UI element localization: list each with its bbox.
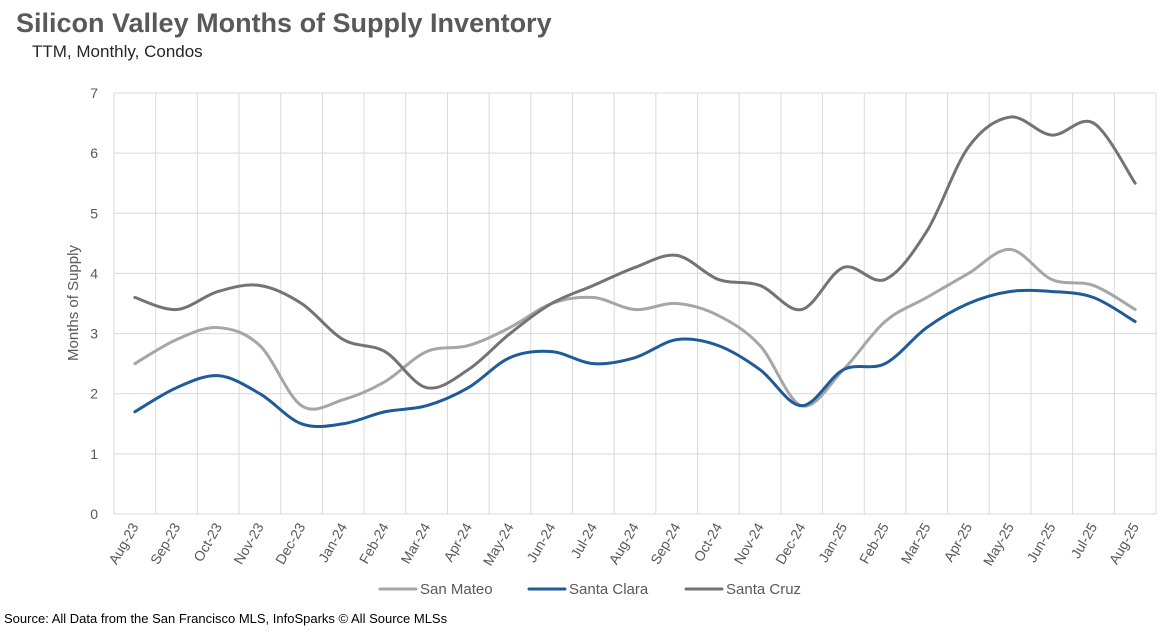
x-tick-label: Aug-23 [105,520,142,567]
x-tick-label: Jan-24 [315,520,350,565]
y-axis-ticks: 0 1 2 3 4 5 6 7 [90,85,98,522]
x-tick-label: Oct-23 [190,520,225,565]
y-tick-label: 1 [90,446,98,462]
x-tick-label: Oct-24 [690,520,725,565]
x-tick-label: Jun-25 [1023,520,1058,565]
series-line-santa-clara [133,288,1137,429]
x-tick-label: May-25 [980,520,1017,569]
y-tick-label: 7 [90,85,98,101]
x-tick-label: Sep-24 [647,520,684,567]
series-line-santa-cruz [133,115,1137,390]
x-tick-label: Jan-25 [815,520,850,565]
chart-title: Silicon Valley Months of Supply Inventor… [16,8,552,38]
y-tick-label: 5 [90,205,98,221]
x-tick-label: Jun-24 [523,520,558,565]
x-tick-label: Aug-24 [605,520,642,567]
x-tick-label: Dec-23 [272,520,309,567]
x-tick-label: Jul-25 [1067,520,1100,561]
x-tick-label: Aug-25 [1106,520,1143,567]
x-axis-ticks: Aug-23 Sep-23 Oct-23 Nov-23 Dec-23 Jan-24 Feb-… [105,520,1142,569]
x-tick-label: Mar-24 [397,520,433,567]
y-tick-label: 2 [90,386,98,402]
gridlines [113,92,1157,515]
legend-label-santa-clara: Santa Clara [569,581,649,598]
x-tick-label: Apr-25 [940,520,975,565]
x-tick-label: May-24 [480,520,517,569]
chart-subtitle: TTM, Monthly, Condos [32,42,203,61]
x-tick-label: Nov-23 [230,520,267,567]
legend-label-san-mateo: San Mateo [420,581,493,598]
x-tick-label: Feb-25 [856,520,892,567]
series-lines [133,115,1137,429]
x-tick-label: Nov-24 [730,520,767,567]
y-tick-label: 4 [90,265,98,281]
y-tick-label: 0 [90,506,98,522]
x-tick-label: Feb-24 [356,520,392,567]
source-note: Source: All Data from the San Francisco … [4,611,448,626]
series-line-san-mateo [133,247,1137,411]
x-tick-label: Apr-24 [440,520,475,565]
y-axis-title: Months of Supply [65,245,82,361]
x-tick-label: Mar-25 [898,520,934,567]
x-tick-label: Sep-23 [147,520,184,567]
y-tick-label: 6 [90,145,98,161]
legend-label-santa-cruz: Santa Cruz [726,581,801,598]
x-tick-label: Dec-24 [772,520,809,567]
y-tick-label: 3 [90,326,98,342]
legend: San Mateo Santa Clara Santa Cruz [378,581,801,598]
x-tick-label: Jul-24 [567,520,600,561]
